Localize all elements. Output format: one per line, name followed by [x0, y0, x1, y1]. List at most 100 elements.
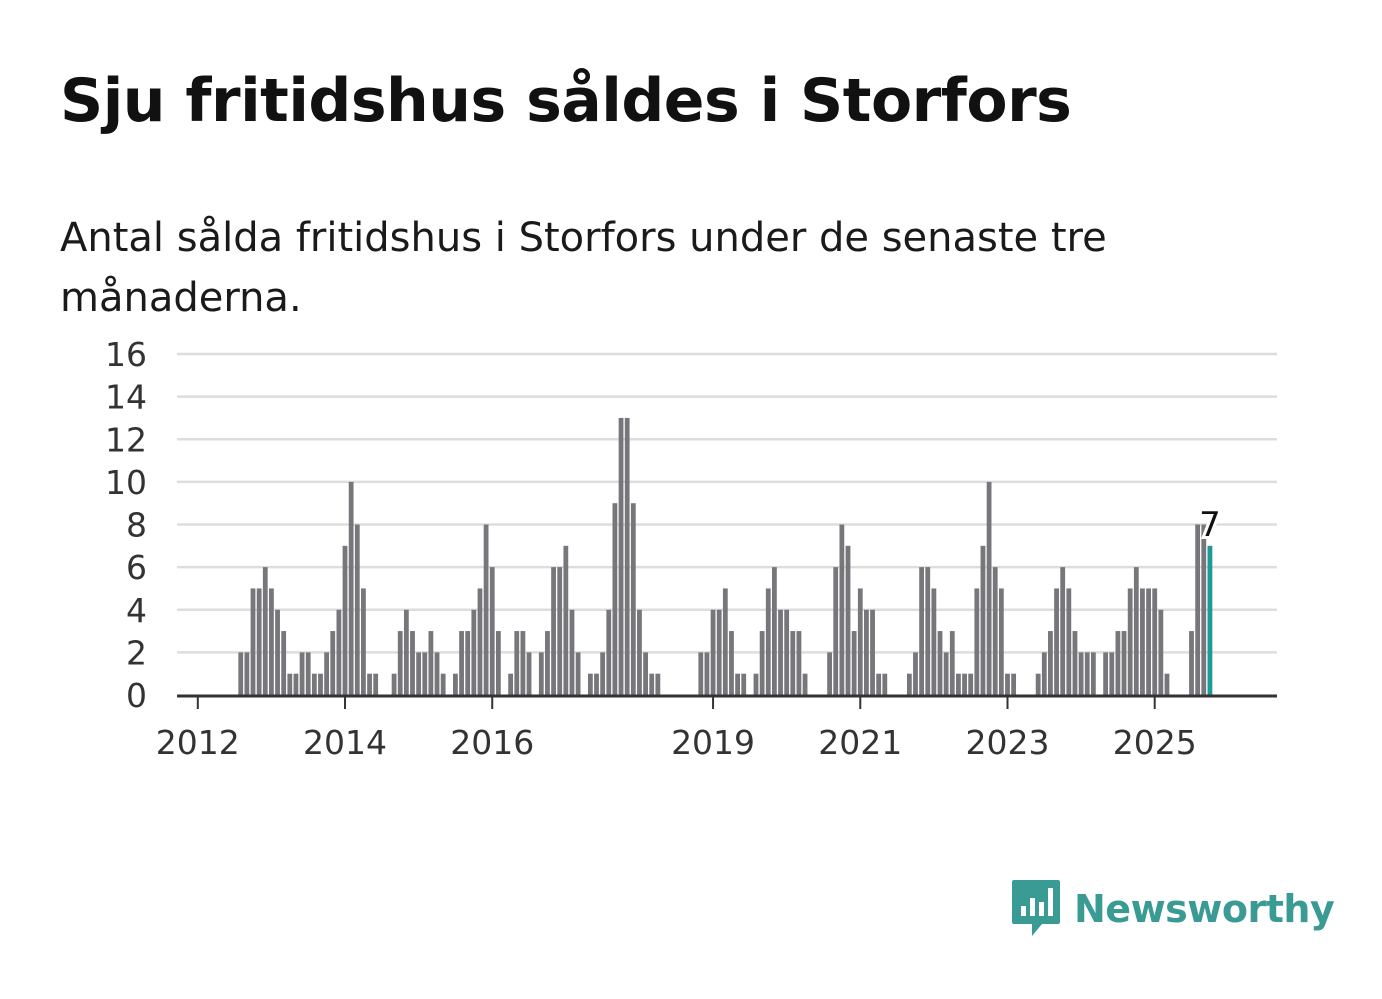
bar [839, 524, 845, 695]
bar [336, 609, 342, 695]
bar [545, 631, 550, 695]
bar [729, 631, 734, 695]
bar [330, 631, 336, 695]
x-tick-label: 2025 [1113, 723, 1197, 762]
bar [630, 503, 636, 695]
bar [986, 481, 992, 695]
y-tick-label: 0 [126, 676, 147, 715]
bar [771, 567, 777, 695]
bar [459, 631, 464, 695]
bar [1152, 588, 1158, 695]
bar [348, 481, 354, 695]
bar [882, 673, 888, 695]
bar [618, 417, 624, 695]
bar [281, 631, 287, 695]
bar [624, 417, 630, 695]
bar [1195, 524, 1201, 695]
y-tick-label: 2 [126, 633, 147, 672]
bar [299, 652, 305, 695]
bar [311, 673, 317, 695]
bar [643, 652, 648, 695]
chart-title: Sju fritidshus såldes i Storfors [60, 66, 1072, 136]
bar [563, 545, 569, 695]
bar [453, 673, 458, 695]
bar [471, 609, 477, 695]
bar [735, 673, 740, 695]
bar [937, 631, 943, 695]
x-tick-label: 2012 [156, 723, 240, 762]
bar [1035, 673, 1041, 695]
bar [594, 673, 599, 695]
bar [710, 609, 716, 695]
highlight-bar [1207, 545, 1213, 695]
bar [759, 631, 765, 695]
bar [440, 673, 446, 695]
bar [238, 652, 244, 695]
bar [1066, 588, 1072, 695]
bar [741, 673, 747, 695]
bar-series [238, 417, 1213, 695]
y-tick-label: 4 [126, 591, 147, 630]
bar [422, 652, 428, 695]
bar [262, 567, 268, 695]
x-axis-tick-labels: 2012 2014 2016 2019 2021 2023 2025 [156, 723, 1197, 762]
bar [919, 567, 925, 695]
newsworthy-logo-icon [1012, 880, 1060, 936]
bar [612, 503, 618, 695]
bar [1103, 652, 1109, 695]
x-tick-label: 2016 [450, 723, 534, 762]
bar [833, 567, 839, 695]
bar [1121, 631, 1127, 695]
bar [244, 652, 250, 695]
x-tick-label: 2023 [965, 723, 1049, 762]
bar [857, 588, 863, 695]
bar [637, 609, 642, 695]
bar [287, 673, 293, 695]
bar [845, 545, 851, 695]
y-tick-label: 6 [126, 548, 147, 587]
bar [974, 588, 980, 695]
bar [802, 673, 808, 695]
bar [428, 631, 434, 695]
highlight-value-label: 7 [1199, 505, 1221, 545]
bar [342, 545, 348, 695]
bar [520, 631, 526, 695]
x-tick-label: 2014 [303, 723, 387, 762]
bar [403, 609, 409, 695]
bar [1041, 652, 1047, 695]
bar [1011, 673, 1017, 695]
bar [765, 588, 771, 695]
bar [551, 567, 556, 695]
y-tick-label: 14 [105, 378, 147, 417]
bar [1133, 567, 1139, 695]
bar [864, 609, 869, 695]
y-tick-label: 16 [105, 335, 147, 374]
y-tick-label: 10 [105, 463, 147, 502]
bar [704, 652, 710, 695]
bar [913, 652, 918, 695]
bar [906, 673, 912, 695]
bar [778, 609, 783, 695]
bar [962, 673, 967, 695]
bar [508, 673, 514, 695]
bar [483, 524, 489, 695]
bar [851, 631, 857, 695]
bar [1189, 631, 1194, 695]
bar [790, 631, 796, 695]
bar [1048, 631, 1053, 695]
bar [275, 609, 280, 695]
bar [649, 673, 655, 695]
bar [1201, 524, 1207, 695]
x-axis [177, 694, 1277, 709]
bar [575, 652, 581, 695]
bar [606, 609, 612, 695]
bar [1060, 567, 1066, 695]
bar [391, 673, 397, 695]
bar [1005, 673, 1010, 695]
bar [931, 588, 937, 695]
bar [538, 652, 544, 695]
y-tick-label: 12 [105, 420, 147, 459]
bar [495, 631, 501, 695]
